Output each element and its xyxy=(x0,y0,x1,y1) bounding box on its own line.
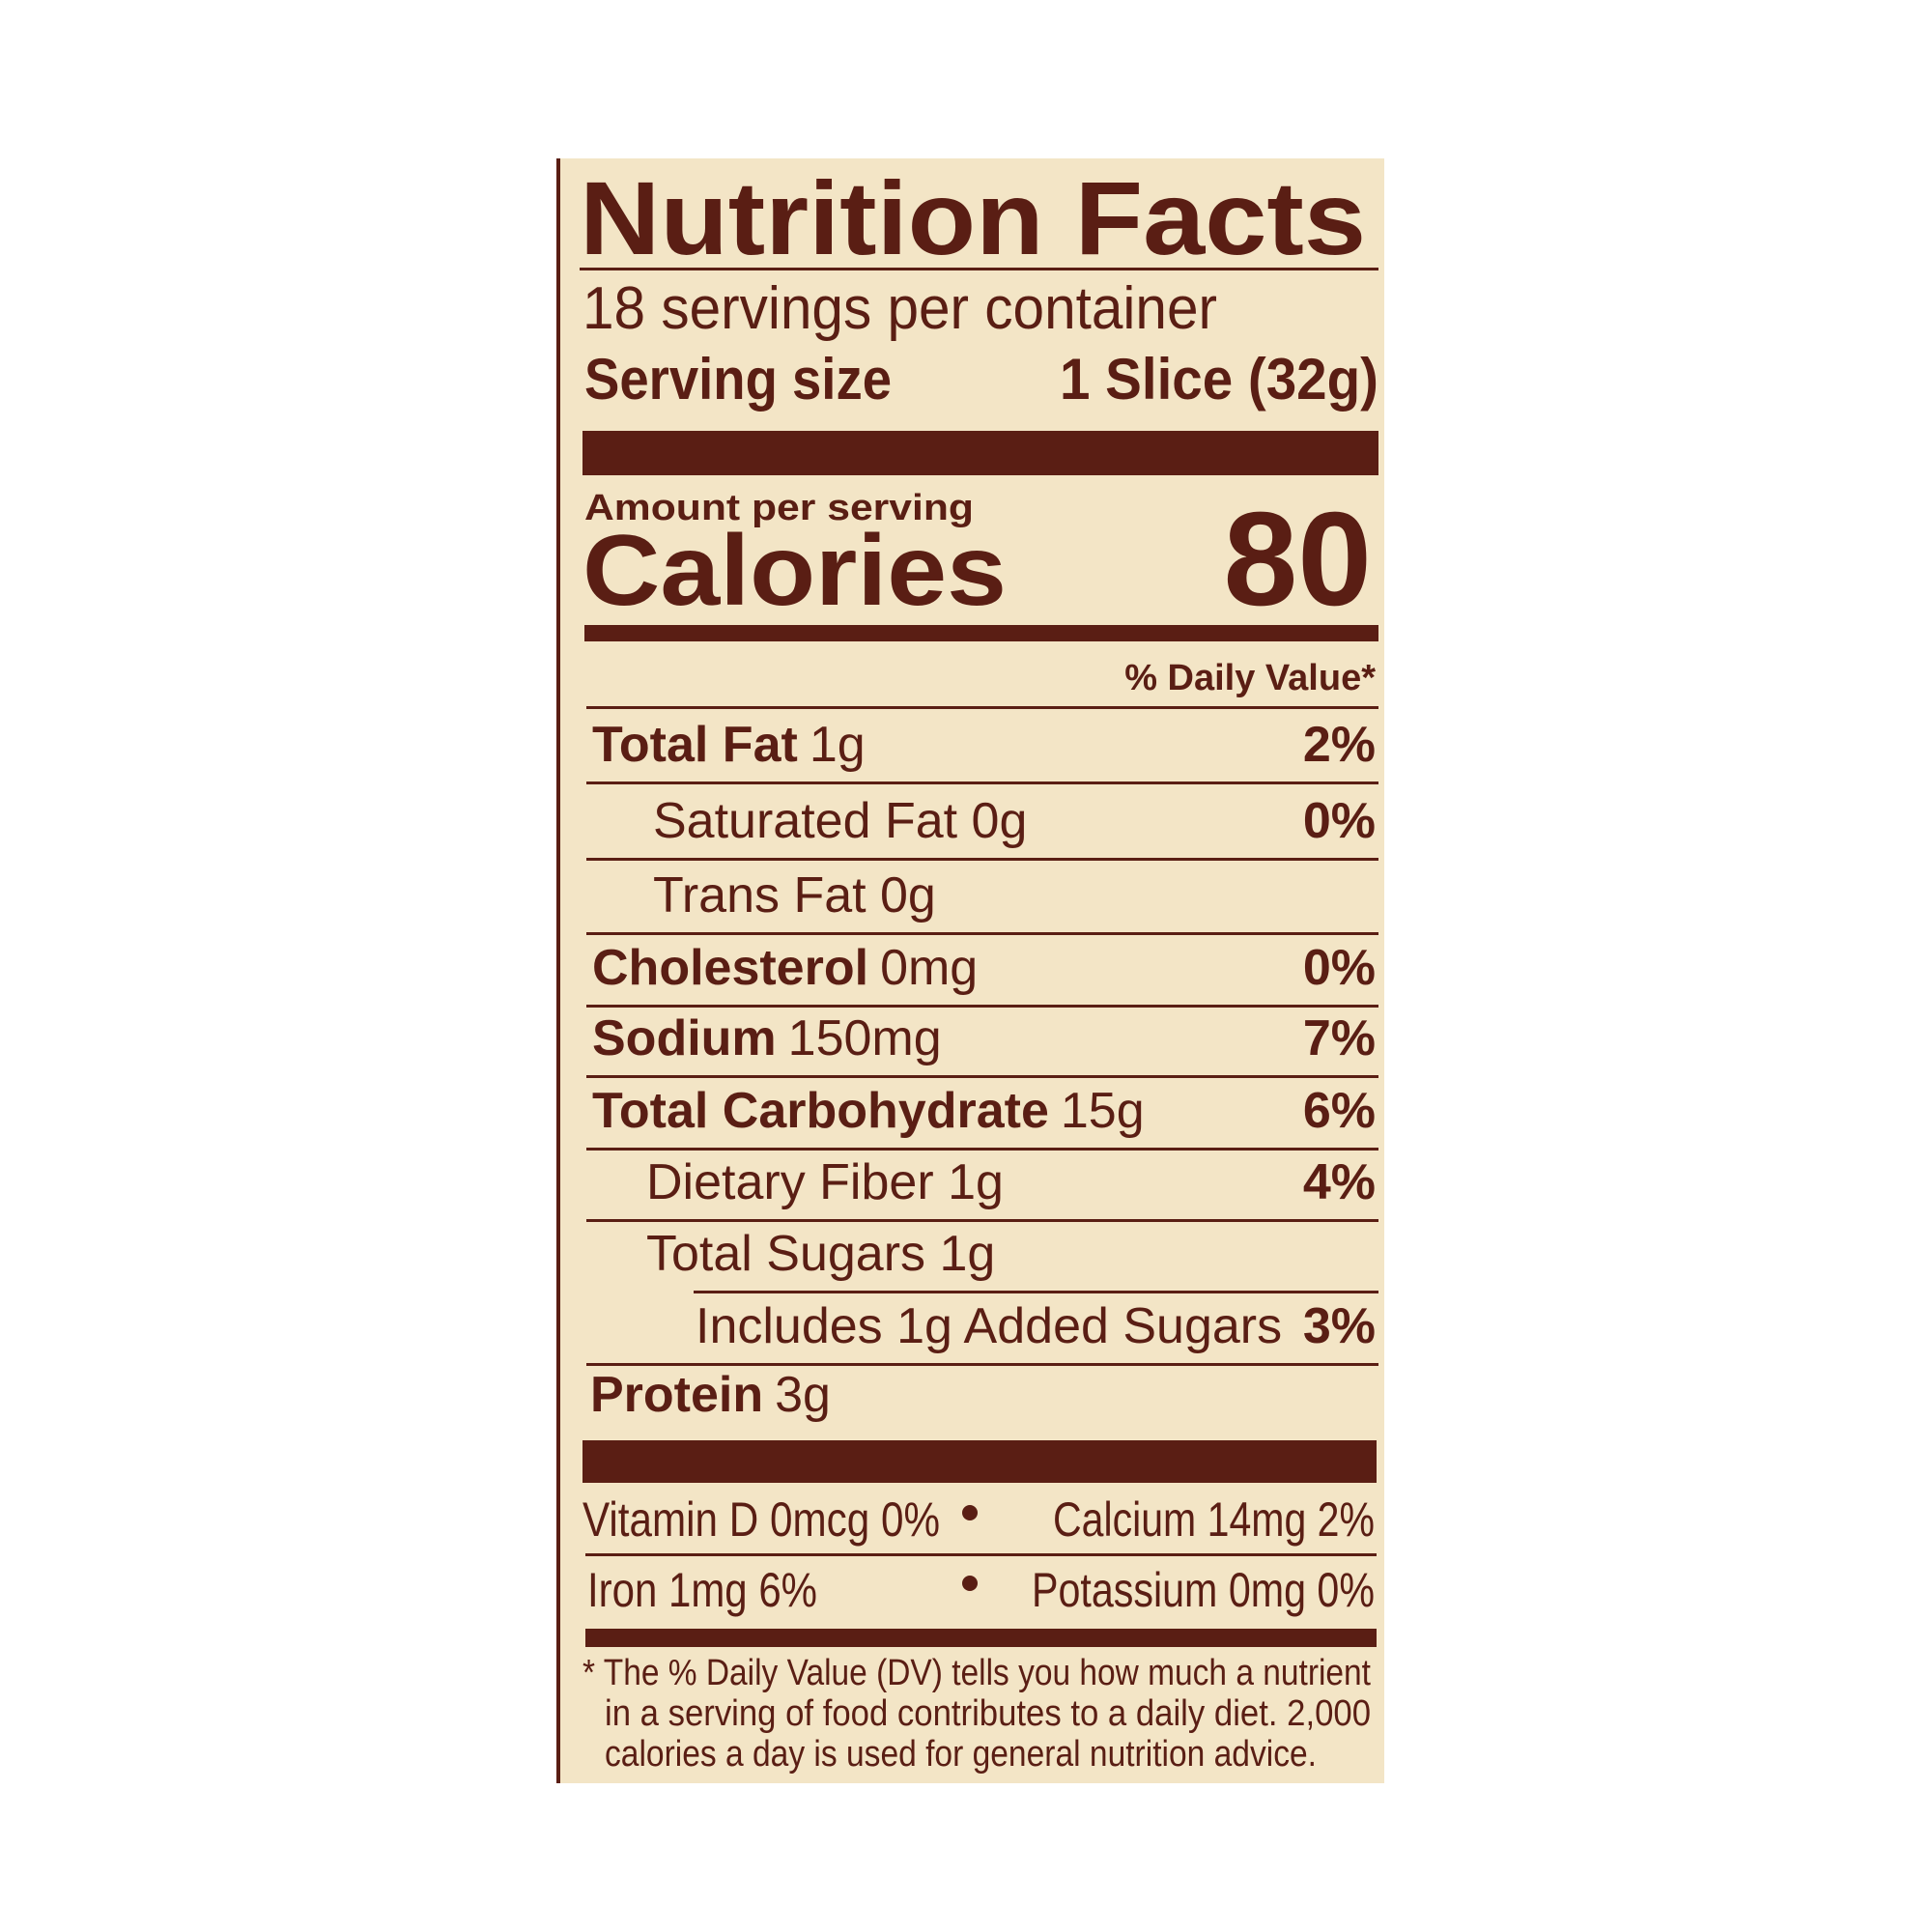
nutrient-row: Total Fat 1g xyxy=(592,717,866,773)
nutrient-name: Trans Fat 0g xyxy=(653,867,936,923)
thick-bar xyxy=(582,431,1378,475)
nutrient-name: Total Fat xyxy=(592,717,798,773)
medium-bar xyxy=(585,1629,1377,1647)
rule xyxy=(586,1005,1378,1008)
nutrient-name: Includes 1g Added Sugars xyxy=(696,1298,1282,1354)
nutrient-amount: 150mg xyxy=(788,1010,942,1066)
vitamin: Iron 1mg 6% xyxy=(587,1563,817,1617)
rule xyxy=(586,1075,1378,1078)
nutrient-dv: 2% xyxy=(1303,717,1376,773)
nutrient-amount: 1g xyxy=(810,717,866,773)
nutrient-name: Total Carbohydrate xyxy=(592,1083,1049,1139)
medium-bar xyxy=(584,625,1378,641)
nutrient-dv: 3% xyxy=(1303,1298,1376,1354)
calories-value: 80 xyxy=(1224,485,1373,634)
nutrient-amount: 3g xyxy=(775,1367,831,1423)
rule xyxy=(585,1553,1377,1556)
nutrient-name: Saturated Fat 0g xyxy=(653,793,1027,849)
dv-header: % Daily Value* xyxy=(1124,658,1376,698)
footnote-line: * The % Daily Value (DV) tells you how m… xyxy=(582,1653,1371,1693)
servings: 18 servings per container xyxy=(582,275,1217,342)
nutrient-row: Protein 3g xyxy=(590,1367,831,1423)
rule xyxy=(586,1363,1378,1366)
label-border xyxy=(556,158,560,1783)
rule xyxy=(694,1291,1378,1293)
amount-per-serving: Amount per serving xyxy=(584,488,974,528)
nutrient-row: Cholesterol 0mg xyxy=(592,940,978,996)
rule xyxy=(586,1219,1378,1222)
vitamin: Potassium 0mg 0% xyxy=(1032,1563,1375,1617)
footnote-line: in a serving of food contributes to a da… xyxy=(605,1693,1371,1734)
nutrient-name: Total Sugars 1g xyxy=(646,1226,995,1282)
thick-bar xyxy=(582,1440,1377,1483)
nutrient-name: Cholesterol xyxy=(592,940,868,996)
bullet xyxy=(962,1576,978,1591)
nutrient-row: Trans Fat 0g xyxy=(653,867,936,923)
footnote: * The % Daily Value (DV) tells you how m… xyxy=(582,1653,1371,1775)
nutrient-dv: 0% xyxy=(1303,940,1376,996)
nutrient-row: Sodium 150mg xyxy=(592,1010,942,1066)
vitamin-rows: Vitamin D 0mcg 0% Calcium 14mg 2% Iron 1mg… xyxy=(582,1492,1375,1617)
rule xyxy=(586,781,1378,784)
nutrient-amount: 0mg xyxy=(880,940,978,996)
nutrient-name: Protein xyxy=(590,1367,763,1423)
nutrient-amount: 15g xyxy=(1061,1083,1145,1139)
nutrient-row: Dietary Fiber 1g xyxy=(646,1154,1004,1210)
nutrient-rows: Total Fat 1g 2% Saturated Fat 0g 0% Trans Fat… xyxy=(586,717,1378,1423)
rule xyxy=(586,706,1378,709)
nutrient-row: Total Sugars 1g xyxy=(646,1226,995,1282)
nutrient-dv: 7% xyxy=(1303,1010,1376,1066)
nutrient-name: Dietary Fiber 1g xyxy=(646,1154,1004,1210)
title: Nutrition Facts xyxy=(580,159,1366,276)
bullet xyxy=(962,1505,978,1520)
nutrient-row: Total Carbohydrate 15g xyxy=(592,1083,1145,1139)
serving-size-label: Serving size xyxy=(584,347,892,412)
nutrient-row: Includes 1g Added Sugars xyxy=(696,1298,1282,1354)
rule xyxy=(586,932,1378,935)
vitamin: Calcium 14mg 2% xyxy=(1053,1492,1375,1547)
rule xyxy=(580,268,1378,270)
nutrient-name: Sodium xyxy=(592,1010,777,1066)
rule xyxy=(586,858,1378,861)
nutrient-dv: 4% xyxy=(1303,1154,1376,1210)
rule xyxy=(586,1148,1378,1151)
nutrient-dv: 0% xyxy=(1303,793,1376,849)
nutrient-dv: 6% xyxy=(1303,1083,1376,1139)
calories-label: Calories xyxy=(582,515,1007,627)
serving-size-value: 1 Slice (32g) xyxy=(1060,347,1378,412)
footnote-line: calories a day is used for general nutri… xyxy=(605,1734,1317,1775)
vitamin: Vitamin D 0mcg 0% xyxy=(582,1492,940,1547)
nutrient-row: Saturated Fat 0g xyxy=(653,793,1027,849)
